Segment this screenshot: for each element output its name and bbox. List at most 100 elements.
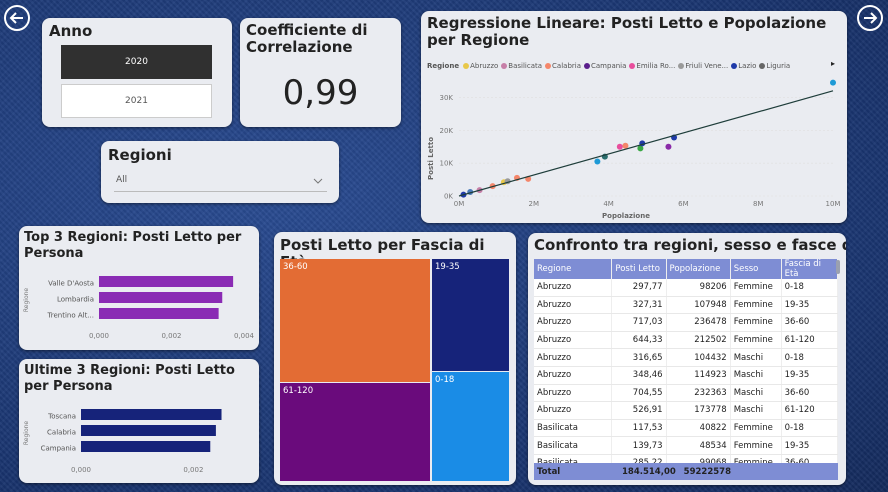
legend-item[interactable]: Emilia Ro... xyxy=(629,62,675,70)
category-label: Valle D'Aosta xyxy=(48,280,94,288)
treemap-cell-0-18[interactable]: 0-18 xyxy=(432,372,509,481)
table-row[interactable]: Abruzzo 327,31 107948 Femmine 19-35 xyxy=(534,296,838,315)
x-tick-label: 0,000 xyxy=(71,466,91,474)
legend-dot xyxy=(759,62,766,69)
category-label: Toscana xyxy=(47,413,76,421)
table-cell: Abruzzo xyxy=(534,279,613,297)
table-cell: 327,31 xyxy=(611,296,667,315)
treemap-cell-19-35[interactable]: 19-35 xyxy=(432,259,509,371)
table-cell: 139,73 xyxy=(611,436,667,455)
table-cell: Femmine xyxy=(730,331,782,350)
legend-dot xyxy=(629,62,636,69)
table-cell: 704,55 xyxy=(611,384,667,403)
scatter-point xyxy=(616,143,623,150)
anno-option-2020[interactable]: 2020 xyxy=(61,45,212,79)
legend-dot xyxy=(584,62,590,69)
table-cell: Femmine xyxy=(730,296,782,315)
table-cell: 0-18 xyxy=(781,348,838,367)
table-row[interactable]: Abruzzo 526,91 173778 Maschi 61-120 xyxy=(534,401,838,420)
legend-label: Abruzzo xyxy=(470,61,499,70)
table-cell: 114923 xyxy=(666,366,731,385)
regioni-dropdown-value: All xyxy=(116,175,128,185)
column-header[interactable]: Posti Letto xyxy=(611,259,667,279)
treemap-label: 19-35 xyxy=(435,262,460,272)
y-axis-title: Regione xyxy=(23,288,30,313)
treemap-cell-61-120[interactable]: 61-120 xyxy=(280,383,430,481)
legend-item[interactable]: Friuli Vene... xyxy=(678,62,728,70)
treemap-label: 0-18 xyxy=(435,375,455,385)
table-cell: 19-35 xyxy=(781,296,838,315)
legend-item[interactable]: Abruzzo xyxy=(463,62,498,70)
scatter-point xyxy=(637,145,644,152)
legend-item[interactable]: Calabria xyxy=(545,62,581,70)
table-cell: 98206 xyxy=(666,279,731,297)
table-cell: Abruzzo xyxy=(534,366,613,385)
table-container: Regione Posti Letto Popolazione Sesso Fascia… xyxy=(534,259,838,480)
arrow-left-icon xyxy=(9,12,23,24)
x-tick-label: 6M xyxy=(678,200,689,208)
column-header[interactable]: Regione xyxy=(534,259,613,279)
table-cell: Abruzzo xyxy=(534,296,613,315)
table-scrollbar[interactable] xyxy=(836,260,840,274)
legend-label: Calabria xyxy=(552,61,581,70)
legend-label: Lazio xyxy=(738,61,757,70)
scatter-legend: Regione Abruzzo Basilicata Calabria Campani… xyxy=(427,60,832,71)
legend-next-button[interactable]: ▸ xyxy=(831,59,836,68)
table-card: Confronto tra regioni, sesso e fasce d'e… xyxy=(528,233,846,485)
legend-item[interactable]: Liguria xyxy=(759,62,790,70)
x-tick-label: 2M xyxy=(529,200,540,208)
column-header[interactable]: Fascia di Età xyxy=(781,259,838,279)
correlation-value: 0,99 xyxy=(282,73,359,113)
back-button[interactable] xyxy=(4,5,30,31)
legend-item[interactable]: Lazio xyxy=(731,62,756,70)
scatter-point xyxy=(622,142,629,149)
legend-item[interactable]: Basilicata xyxy=(501,62,542,70)
scatter-point xyxy=(830,79,836,86)
bottom3-bar-chart: Toscana Calabria Campania 0,000 0,002 Regione xyxy=(23,409,222,474)
table-cell: 644,33 xyxy=(611,331,667,350)
table-row[interactable]: Basilicata 117,53 40822 Femmine 0-18 xyxy=(534,419,838,438)
treemap-cell-36-60[interactable]: 36-60 xyxy=(280,259,430,382)
table-row[interactable]: Basilicata 139,73 48534 Femmine 19-35 xyxy=(534,436,838,455)
table-cell: 117,53 xyxy=(611,419,667,438)
table-row[interactable]: Abruzzo 704,55 232363 Maschi 36-60 xyxy=(534,384,838,403)
forward-button[interactable] xyxy=(857,5,883,31)
table-cell: Abruzzo xyxy=(534,348,613,367)
legend-item[interactable]: Campania xyxy=(584,62,626,70)
table-title: Confronto tra regioni, sesso e fasce d'e… xyxy=(534,237,846,254)
table-cell: 48534 xyxy=(666,436,731,455)
trendline xyxy=(458,90,834,197)
table-cell: 61-120 xyxy=(781,401,838,420)
top3-title: Top 3 Regioni: Posti Letto per Persona xyxy=(24,230,242,261)
legend-dot xyxy=(731,62,738,69)
regioni-dropdown[interactable]: All xyxy=(114,171,327,192)
column-header[interactable]: Sesso xyxy=(730,259,782,279)
table-row[interactable]: Abruzzo 316,65 104432 Maschi 0-18 xyxy=(534,348,838,367)
table-cell: Abruzzo xyxy=(534,313,613,332)
table-row[interactable]: Abruzzo 348,46 114923 Maschi 19-35 xyxy=(534,366,838,385)
table-cell: 36-60 xyxy=(781,384,838,403)
x-tick-label: 0M xyxy=(454,200,465,208)
table-cell: 36-60 xyxy=(781,313,838,332)
table-cell: 0-18 xyxy=(781,279,838,297)
table-row[interactable]: Abruzzo 717,03 236478 Femmine 36-60 xyxy=(534,313,838,332)
table-cell: Maschi xyxy=(730,366,782,385)
table-row[interactable]: Abruzzo 644,33 212502 Femmine 61-120 xyxy=(534,331,838,350)
x-tick-label: 8M xyxy=(753,200,764,208)
column-header[interactable]: Popolazione xyxy=(666,259,731,279)
total-cell: 59222578 xyxy=(683,466,731,477)
table-cell: 40822 xyxy=(666,419,731,438)
table-cell: Femmine xyxy=(730,419,782,438)
bottom3-title: Ultime 3 Regioni: Posti Letto per Person… xyxy=(24,363,235,394)
table-cell: Abruzzo xyxy=(534,401,613,420)
table-cell: 61-120 xyxy=(781,331,838,350)
table-row[interactable]: Abruzzo 297,77 98206 Femmine 0-18 xyxy=(534,279,838,297)
y-tick-label: 10K xyxy=(440,160,454,168)
x-tick-label: 0,002 xyxy=(183,466,203,474)
correlation-card: Coefficiente di Correlazione 0,99 xyxy=(240,18,401,127)
bar xyxy=(81,425,216,436)
anno-option-2021[interactable]: 2021 xyxy=(61,84,212,118)
data-table: Regione Posti Letto Popolazione Sesso Fascia… xyxy=(534,259,838,473)
top3-bar-chart: Valle D'Aosta Lombardia Trentino Alt... 0,0… xyxy=(23,276,255,340)
arrow-right-icon xyxy=(864,12,878,24)
